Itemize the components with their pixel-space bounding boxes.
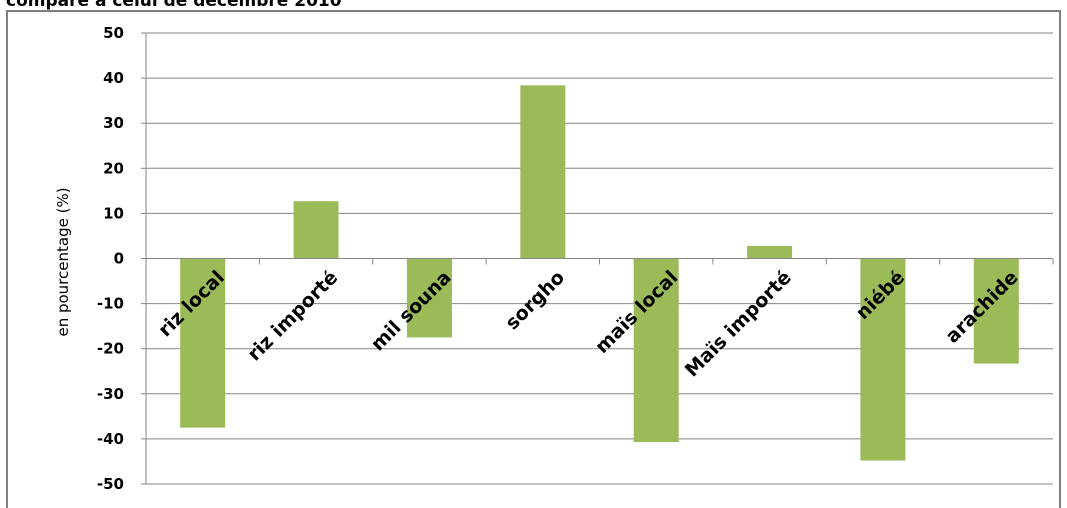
bar — [406, 258, 452, 338]
y-tick-label: 10 — [103, 204, 124, 222]
y-tick-label: 0 — [114, 250, 124, 268]
y-tick-label: -50 — [97, 475, 124, 493]
y-tick-labels: 50 40 30 20 10 0 -10 -20 -30 -40 -50 — [97, 24, 124, 493]
axes — [141, 32, 1054, 485]
y-tick-label: 30 — [103, 114, 124, 132]
category-label: sorgho — [501, 266, 569, 334]
y-tick-label: -20 — [97, 340, 124, 358]
chart-title: comparé à celui de décembre 2010 — [6, 0, 342, 11]
y-tick-label: -10 — [97, 295, 124, 313]
y-tick-label: -30 — [97, 385, 124, 403]
chart-frame — [6, 10, 1061, 508]
y-tick-label: -40 — [97, 430, 124, 448]
bar — [973, 258, 1019, 364]
bar — [747, 245, 793, 259]
category-label: riz importé — [243, 266, 342, 365]
y-tick-label: 50 — [103, 24, 124, 42]
y-axis-label: en pourcentage (%) — [54, 187, 72, 336]
y-tick-label: 20 — [103, 159, 124, 177]
bar — [293, 201, 339, 259]
y-tick-label: 40 — [103, 69, 124, 87]
bar — [520, 85, 566, 259]
bar — [180, 258, 226, 428]
bar — [633, 258, 679, 443]
bar — [860, 258, 906, 461]
category-label: Maïs importé — [681, 266, 796, 381]
bars — [180, 85, 1019, 461]
